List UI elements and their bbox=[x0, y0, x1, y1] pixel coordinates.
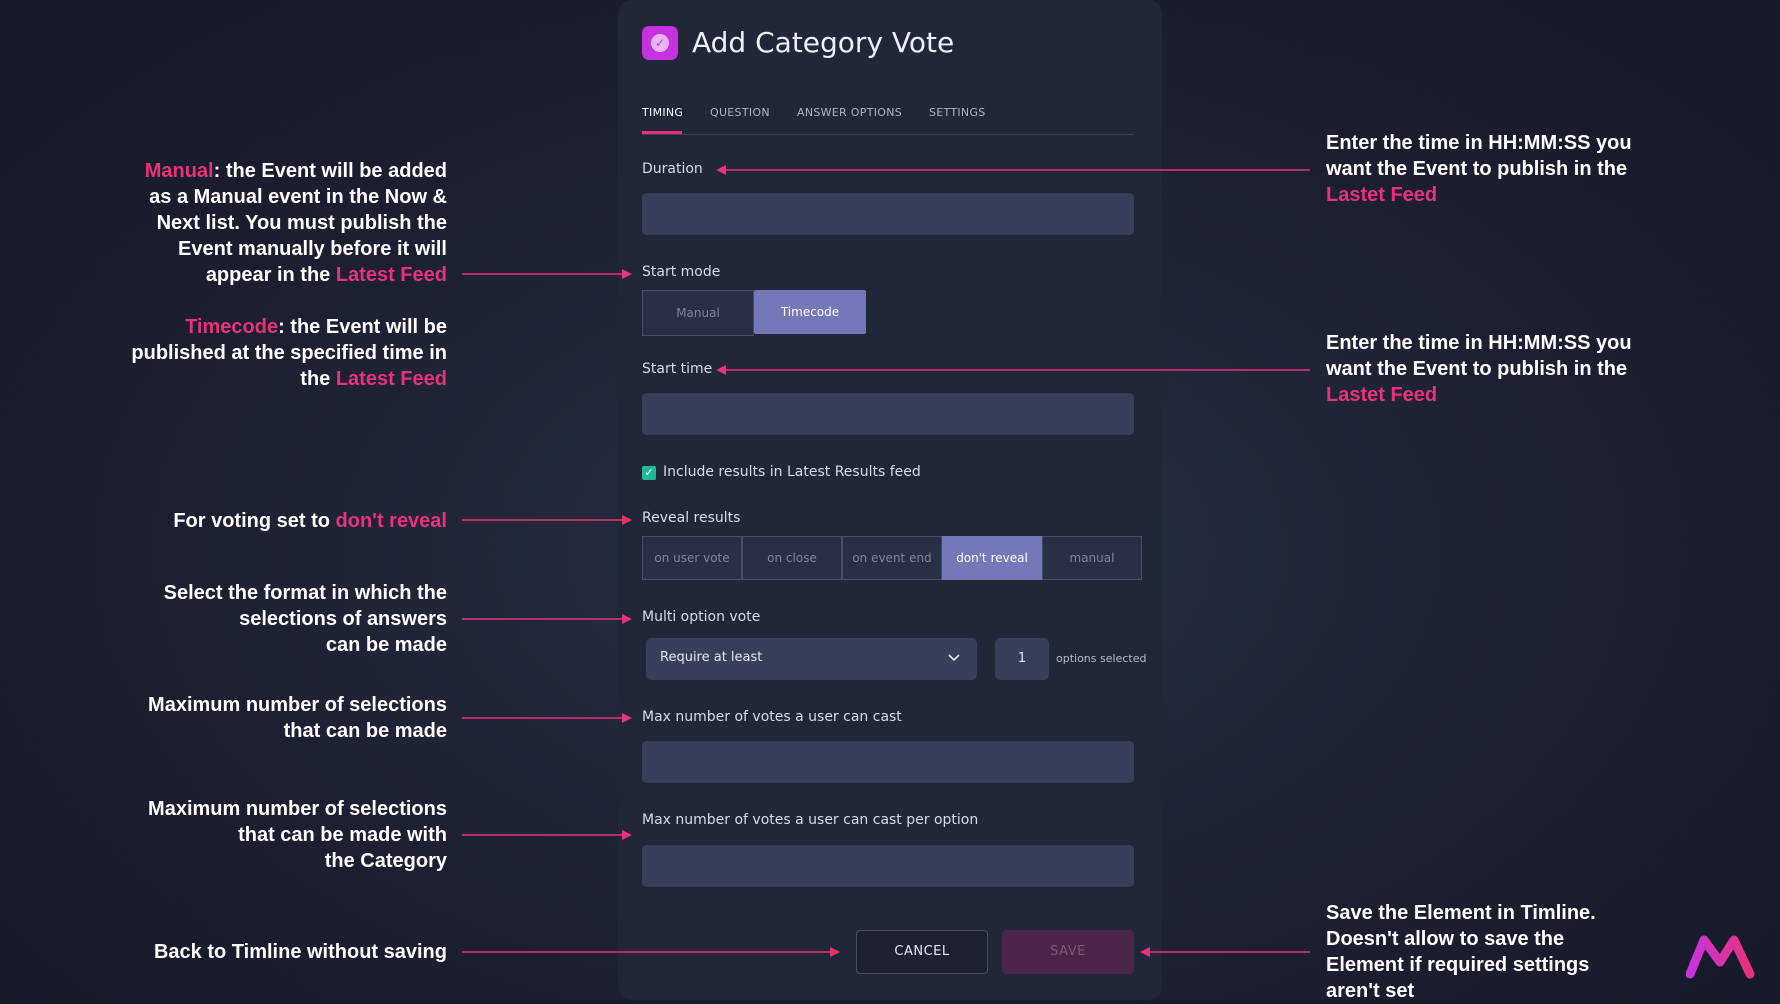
reveal-manual[interactable]: manual bbox=[1042, 536, 1142, 580]
tab-question[interactable]: QUESTION bbox=[710, 106, 770, 119]
cancel-button[interactable]: CANCEL bbox=[856, 930, 988, 974]
reveal-on-close[interactable]: on close bbox=[742, 536, 842, 580]
max-votes-per-option-input[interactable] bbox=[642, 845, 1134, 887]
active-tab-indicator bbox=[642, 131, 682, 134]
start-mode-label: Start mode bbox=[642, 264, 721, 280]
tab-answer-options[interactable]: ANSWER OPTIONS bbox=[797, 106, 903, 119]
annotation-back: Back to Timline without saving bbox=[153, 941, 447, 963]
dialog-panel bbox=[618, 0, 1162, 1000]
reveal-results-label: Reveal results bbox=[642, 510, 741, 526]
dialog-title: Add Category Vote bbox=[692, 26, 955, 59]
annotation-max-selections: Maximum number of selections that can be… bbox=[148, 694, 447, 742]
max-votes-per-option-label: Max number of votes a user can cast per … bbox=[642, 812, 979, 828]
reveal-on-user-vote[interactable]: on user vote bbox=[642, 536, 742, 580]
max-votes-label: Max number of votes a user can cast bbox=[642, 709, 902, 725]
brand-logo-icon bbox=[1686, 935, 1755, 979]
annotation-timecode: Timecode: the Event will be published at… bbox=[131, 316, 447, 390]
annotation-format: Select the format in which the selection… bbox=[163, 582, 447, 656]
start-mode-timecode[interactable]: Timecode bbox=[754, 290, 866, 334]
max-votes-input[interactable] bbox=[642, 741, 1134, 783]
annotation-start-hint: Enter the time in HH:MM:SS you want the … bbox=[1326, 332, 1632, 406]
start-time-label: Start time bbox=[642, 361, 713, 377]
reveal-dont-reveal[interactable]: don't reveal bbox=[942, 536, 1042, 580]
start-time-input[interactable] bbox=[642, 393, 1134, 435]
tab-timing[interactable]: TIMING bbox=[642, 106, 684, 119]
multi-option-select[interactable]: Require at least bbox=[646, 638, 977, 680]
annotation-duration-hint: Enter the time in HH:MM:SS you want the … bbox=[1326, 132, 1632, 206]
annotation-manual: Manual: the Event will be added as a Man… bbox=[144, 160, 447, 286]
tab-bar: TIMING QUESTION ANSWER OPTIONS SETTINGS bbox=[642, 104, 1134, 135]
annotation-voting: For voting set to don't reveal bbox=[173, 510, 447, 532]
multi-option-value: Require at least bbox=[660, 650, 763, 665]
duration-input[interactable] bbox=[642, 193, 1134, 235]
save-button[interactable]: SAVE bbox=[1002, 930, 1134, 974]
multi-option-label: Multi option vote bbox=[642, 609, 761, 625]
include-results-checkbox[interactable]: ✓ bbox=[642, 466, 656, 480]
options-selected-label: options selected bbox=[1056, 652, 1147, 665]
annotation-max-category: Maximum number of selections that can be… bbox=[148, 798, 447, 872]
duration-label: Duration bbox=[642, 161, 703, 177]
start-mode-manual[interactable]: Manual bbox=[642, 290, 754, 336]
tab-settings[interactable]: SETTINGS bbox=[929, 106, 986, 119]
annotation-save-hint: Save the Element in Timline. Doesn't all… bbox=[1326, 902, 1596, 1002]
multi-option-count[interactable]: 1 bbox=[995, 638, 1049, 680]
chevron-down-icon bbox=[948, 654, 960, 662]
vote-check-icon: ✓ bbox=[642, 26, 678, 60]
include-results-label: Include results in Latest Results feed bbox=[663, 464, 921, 480]
reveal-on-event-end[interactable]: on event end bbox=[842, 536, 942, 580]
